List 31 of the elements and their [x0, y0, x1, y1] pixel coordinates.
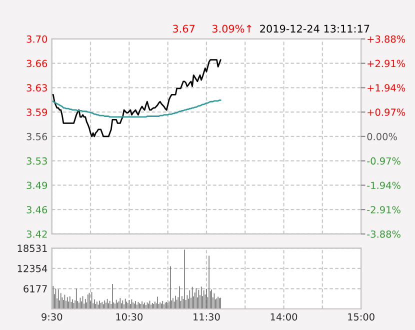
x-tick-label: 10:30 [116, 313, 143, 321]
y2-tick-label: -1.94% [367, 182, 400, 190]
line-series [52, 100, 222, 118]
y-tick-label: 3.42 [26, 230, 47, 238]
y2-tick-label: +2.91% [368, 60, 406, 68]
y2-tick-label: -3.88% [367, 230, 400, 238]
y-tick-label: 3.59 [26, 108, 48, 116]
y2-tick-label: +3.88% [368, 35, 406, 43]
y2-tick-label: -0.97% [367, 157, 400, 165]
y-tick-label: 12354 [18, 264, 48, 272]
y-tick-label: 3.66 [26, 60, 48, 68]
x-tick-label: 9:30 [42, 313, 62, 321]
y-tick-label: 18531 [18, 244, 47, 252]
x-tick-label: 11:30 [194, 313, 220, 321]
y2-tick-label: -2.91% [367, 206, 400, 214]
y-tick-label: 6177 [24, 285, 47, 292]
text: 2019-12-24 13:11:17 [260, 24, 370, 33]
y-tick-label: 3.49 [26, 182, 48, 190]
x-tick-label: 14:00 [270, 313, 298, 321]
text: 3.67 [173, 24, 195, 33]
y2-tick-label: +0.97% [368, 108, 406, 116]
y-tick-label: 3.56 [26, 132, 48, 140]
x-tick-label: 15:00 [348, 313, 374, 321]
y-tick-label: 3.63 [26, 84, 47, 92]
line-series [52, 59, 222, 138]
y-tick-label: 3.46 [26, 206, 48, 214]
y2-tick-label: +1.94% [368, 84, 406, 92]
text: 3.09%↑ [212, 24, 252, 33]
y-tick-label: 3.53 [26, 157, 47, 165]
y-tick-label: 3.70 [26, 35, 48, 43]
y2-tick-label: 0.00% [367, 132, 397, 140]
